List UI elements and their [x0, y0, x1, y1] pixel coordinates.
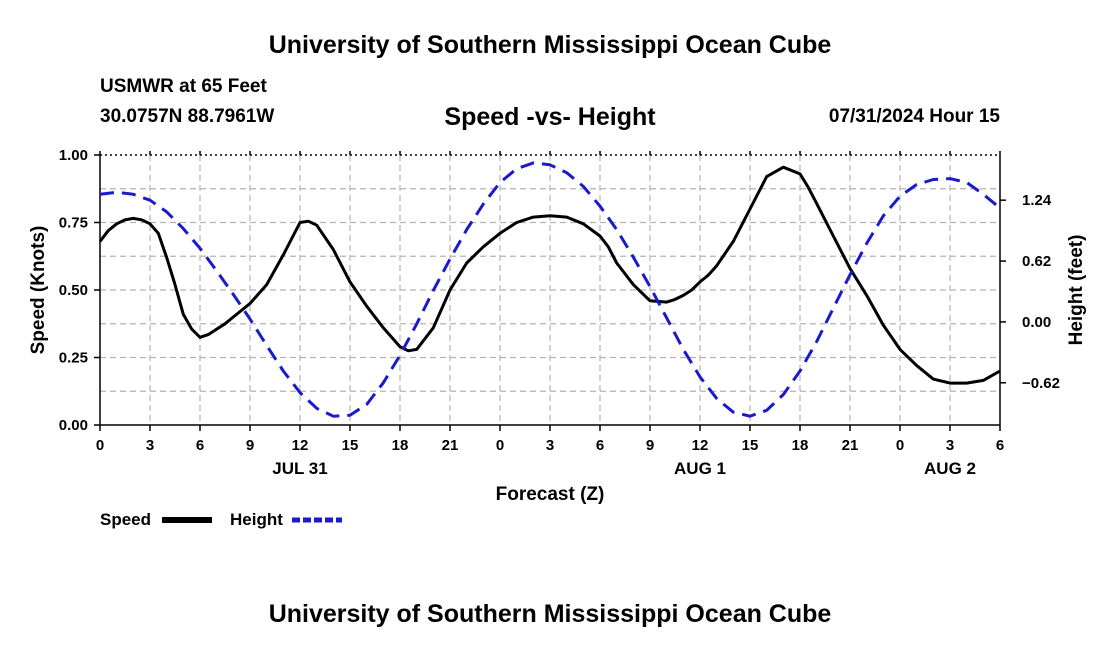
y2-tick-label: 0.00 [1022, 314, 1051, 331]
y-tick-label: 1.00 [59, 147, 88, 164]
bottom-title: University of Southern Mississippi Ocean… [268, 600, 832, 628]
date-label: AUG 1 [674, 459, 726, 478]
x-tick-label: 0 [496, 437, 504, 454]
x-tick-label: 6 [596, 437, 604, 454]
timestamp-label: 07/31/2024 Hour 15 [828, 106, 1000, 127]
top-title: University of Southern Mississippi Ocean… [268, 31, 832, 59]
x-tick-label: 18 [392, 437, 409, 454]
date-label: JUL 31 [272, 459, 327, 478]
x-tick-label: 6 [996, 437, 1004, 454]
x-tick-label: 12 [292, 437, 309, 454]
y-tick-label: 0.00 [59, 417, 88, 434]
legend-speed-label: Speed [100, 510, 151, 529]
x-tick-label: 9 [646, 437, 654, 454]
x-axis-title: Forecast (Z) [496, 484, 605, 505]
y-tick-label: 0.75 [59, 215, 88, 232]
x-tick-label: 18 [792, 437, 809, 454]
x-tick-label: 9 [246, 437, 254, 454]
y-tick-label: 0.25 [59, 350, 88, 367]
chart-title: Speed -vs- Height [444, 103, 656, 131]
x-tick-label: 15 [342, 437, 359, 454]
height-series-line [99, 161, 1001, 418]
x-tick-label: 0 [896, 437, 904, 454]
y-tick-label: 0.50 [59, 282, 88, 299]
legend-height-label: Height [230, 510, 283, 529]
x-tick-label: 6 [196, 437, 204, 454]
speed-series-line [98, 165, 1001, 385]
x-tick-label: 3 [146, 437, 154, 454]
y2-tick-label: 0.62 [1022, 253, 1051, 270]
x-tick-label: 12 [692, 437, 709, 454]
coordinates-label: 30.0757N 88.7961W [100, 106, 275, 127]
y2-tick-label: −0.62 [1022, 375, 1060, 392]
x-tick-label: 21 [442, 437, 459, 454]
x-tick-label: 21 [842, 437, 859, 454]
y2-axis-title: Height (feet) [1066, 235, 1087, 346]
x-tick-label: 15 [742, 437, 759, 454]
x-tick-label: 3 [946, 437, 954, 454]
x-tick-label: 0 [96, 437, 104, 454]
y-axis-title: Speed (Knots) [28, 226, 49, 355]
date-label: AUG 2 [924, 459, 976, 478]
station-label: USMWR at 65 Feet [100, 76, 267, 97]
x-tick-label: 3 [546, 437, 554, 454]
y2-tick-label: 1.24 [1022, 192, 1052, 209]
